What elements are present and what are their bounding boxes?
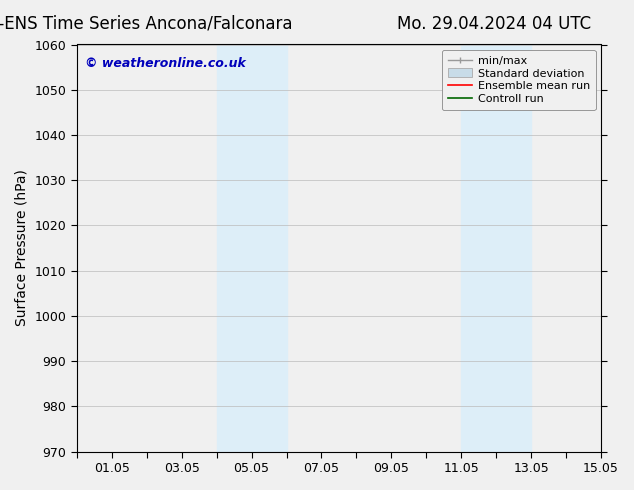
- Legend: min/max, Standard deviation, Ensemble mean run, Controll run: min/max, Standard deviation, Ensemble me…: [442, 50, 595, 110]
- Text: © weatheronline.co.uk: © weatheronline.co.uk: [85, 57, 245, 70]
- Text: Mo. 29.04.2024 04 UTC: Mo. 29.04.2024 04 UTC: [398, 15, 592, 33]
- Y-axis label: Surface Pressure (hPa): Surface Pressure (hPa): [15, 170, 29, 326]
- Bar: [217, 45, 287, 452]
- Text: CMC-ENS Time Series Ancona/Falconara: CMC-ENS Time Series Ancona/Falconara: [0, 15, 292, 33]
- Bar: [462, 45, 531, 452]
